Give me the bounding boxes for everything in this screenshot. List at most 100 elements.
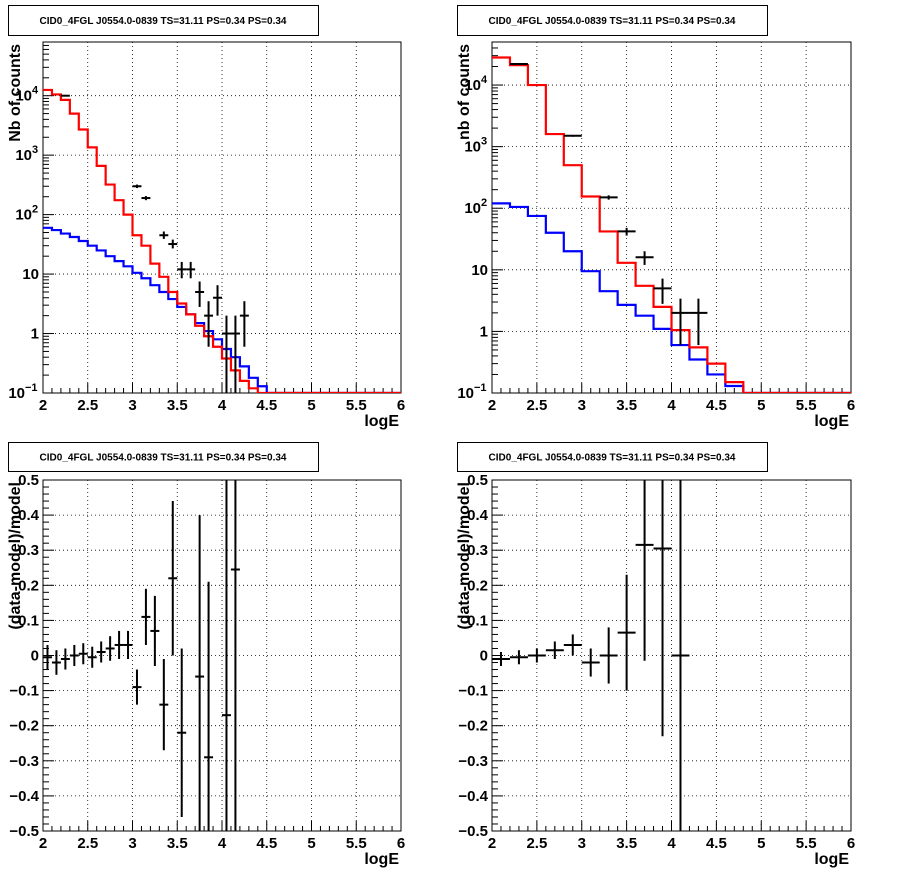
data-point (204, 301, 214, 347)
y-axis-label: (data-model)/model (456, 482, 473, 630)
panel-3: CID0_4FGL J0554.0-0839 TS=31.11 PS=0.34 … (7, 442, 405, 868)
x-tick-label: 2 (488, 397, 496, 414)
x-tick-label: 6 (847, 835, 855, 852)
x-tick-label: 6 (397, 835, 405, 852)
plot-area (492, 56, 851, 393)
x-ticks (42, 383, 402, 393)
data-point (689, 298, 708, 346)
data-point (159, 231, 169, 239)
data-point (509, 650, 528, 665)
data-point (60, 94, 70, 97)
blue-model-line (492, 202, 851, 393)
data-point (635, 251, 654, 265)
x-tick-label: 4 (667, 835, 676, 852)
y-tick-label: 10 (464, 139, 481, 156)
data-point (60, 648, 70, 670)
x-tick-label: 3 (128, 397, 136, 414)
data-point (105, 636, 115, 661)
panel-2: CID0_4FGL J0554.0-0839 TS=31.11 PS=0.34 … (456, 5, 855, 430)
y-tick-exponent: 2 (32, 204, 38, 216)
title-box (457, 442, 768, 472)
x-tick-label: 2 (488, 835, 496, 852)
data-point (195, 281, 205, 307)
grid (492, 480, 851, 831)
data-point (222, 315, 231, 393)
panel-title: CID0_4FGL J0554.0-0839 TS=31.11 PS=0.34 … (40, 16, 287, 27)
y-tick-label: −0.2 (458, 718, 488, 735)
y-tick-label: 10 (464, 200, 481, 217)
red-model-line (43, 88, 401, 393)
data-point (141, 196, 151, 201)
data-point (87, 646, 97, 668)
x-tick-label: 6 (847, 397, 855, 414)
data-point (653, 480, 672, 737)
data-point (186, 261, 196, 279)
x-tick-label: 5 (307, 835, 315, 852)
y-ticks (43, 41, 54, 394)
y-tick-label: −0.2 (9, 718, 39, 735)
panel-1: CID0_4FGL J0554.0-0839 TS=31.11 PS=0.34 … (7, 5, 405, 430)
x-tick-label: 2 (39, 835, 47, 852)
data-point (635, 480, 654, 661)
data-point (213, 285, 222, 316)
data-point (114, 630, 124, 660)
data-point (168, 239, 178, 249)
data-point (563, 634, 582, 656)
y-tick-label: 0.1 (18, 612, 39, 629)
data-point (617, 227, 636, 236)
x-tick-label: 6 (397, 397, 405, 414)
y-tick-label: −0.1 (458, 683, 488, 700)
x-tick-label: 2 (39, 397, 47, 414)
data-point (230, 315, 240, 393)
grid (43, 480, 401, 831)
y-axis-label: Nb of counts (7, 44, 24, 142)
y-tick-label: −0.5 (9, 823, 39, 840)
x-tick-label: 3.5 (616, 397, 637, 414)
y-tick-label: 10 (471, 262, 488, 279)
x-ticks (491, 821, 852, 831)
y-tick-exponent: 4 (32, 85, 39, 97)
x-tick-label: 5.5 (796, 397, 817, 414)
data-point (671, 480, 690, 831)
y-tick-label: 10 (457, 385, 474, 402)
panel-title: CID0_4FGL J0554.0-0839 TS=31.11 PS=0.34 … (489, 16, 736, 27)
y-tick-label: 10 (15, 207, 32, 224)
y-tick-label: −0.5 (458, 823, 488, 840)
y-tick-exponent: 4 (481, 74, 488, 86)
y-tick-label: 0.4 (467, 507, 489, 524)
y-tick-exponent: 3 (481, 136, 487, 148)
y-tick-label: 0.1 (467, 612, 488, 629)
data-point (132, 669, 142, 705)
x-tick-label: 3 (578, 835, 586, 852)
data-point (222, 480, 231, 831)
data-point (123, 630, 133, 660)
x-tick-label: 4.5 (256, 835, 277, 852)
data-point (177, 261, 187, 279)
x-ticks (42, 821, 402, 831)
x-tick-label: 4.5 (706, 835, 727, 852)
x-tick-label: 3 (128, 835, 136, 852)
title-box (8, 442, 319, 472)
x-axis-label: logE (364, 851, 399, 868)
y-tick-exponent: 2 (481, 197, 487, 209)
y-tick-label: 0 (480, 648, 488, 665)
x-tick-label: 3.5 (167, 835, 188, 852)
y-tick-label: 1 (31, 326, 39, 343)
data-point (132, 184, 142, 189)
data-point (204, 581, 214, 831)
x-tick-label: 2.5 (526, 835, 547, 852)
x-tick-label: 4 (667, 397, 676, 414)
data-point (653, 278, 672, 304)
y-tick-label: 0 (31, 648, 39, 665)
x-tick-label: 3.5 (616, 835, 637, 852)
data-point (527, 648, 546, 663)
data-point (51, 650, 61, 675)
data-point (230, 480, 240, 831)
data-point (96, 641, 106, 663)
x-axis-label: logE (364, 413, 399, 430)
data-point (43, 644, 52, 670)
y-ticks (43, 479, 54, 832)
x-tick-label: 4.5 (256, 397, 277, 414)
x-tick-label: 2.5 (77, 397, 98, 414)
data-point (599, 627, 618, 684)
